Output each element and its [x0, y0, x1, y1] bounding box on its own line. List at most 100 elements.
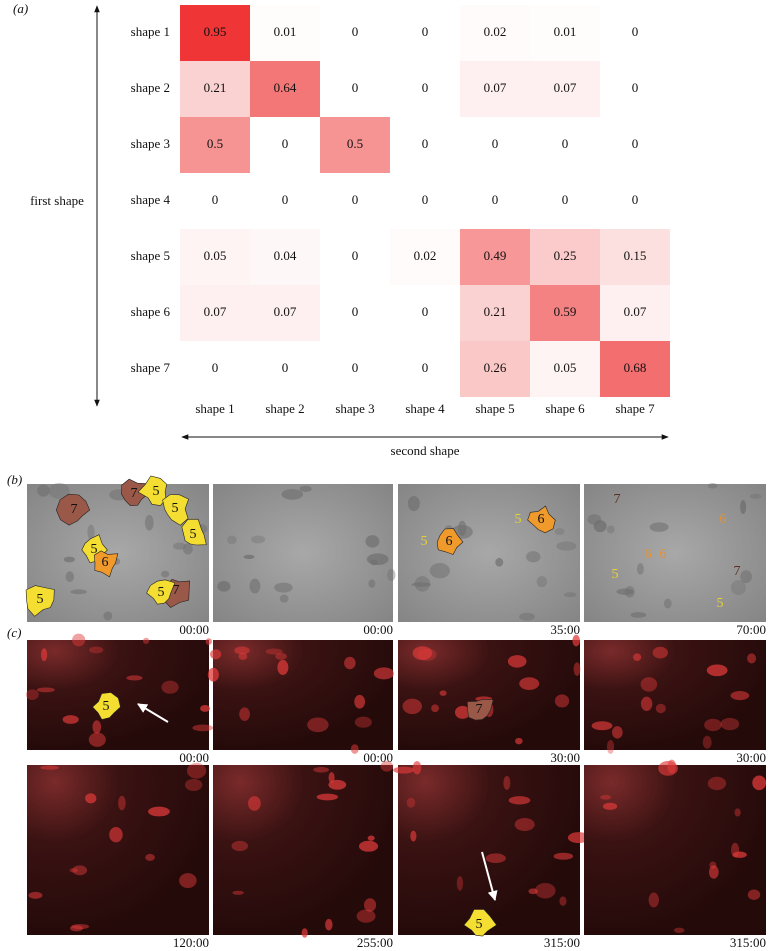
heat-cell: [600, 229, 670, 285]
cell-label: 0: [562, 136, 569, 151]
cell-texture: [227, 535, 237, 545]
micrograph: [27, 765, 209, 935]
cell-annotation: 5: [37, 592, 44, 607]
cell-texture: [200, 705, 211, 712]
cell-label: 0.5: [207, 136, 223, 151]
cell-texture: [417, 648, 437, 661]
cell-texture: [344, 656, 356, 670]
cell-texture: [356, 909, 376, 923]
cell-texture: [161, 680, 179, 694]
panel-label: (a): [13, 1, 28, 16]
cell-texture: [633, 653, 642, 661]
heat-cell: [460, 341, 530, 397]
cell-texture: [402, 698, 422, 715]
cell-texture: [210, 649, 222, 660]
cell-texture: [587, 514, 602, 525]
cell-texture: [183, 543, 193, 555]
cell-texture: [173, 542, 187, 550]
cell-label: 0: [422, 24, 429, 39]
cell-texture: [720, 717, 740, 731]
cell-annotation: 5: [172, 501, 179, 516]
cell-texture: [72, 633, 86, 647]
cell-texture: [553, 852, 574, 860]
cell-label: 0.01: [554, 24, 577, 39]
cell-outline: [146, 579, 176, 605]
cell-texture: [730, 691, 750, 701]
cell-texture: [573, 662, 581, 676]
cell-annotation: 5: [91, 542, 98, 557]
cell-texture: [393, 766, 415, 774]
cell-texture: [602, 802, 618, 810]
cell-texture: [186, 762, 207, 779]
x-tick-label: shape 1: [195, 401, 234, 416]
heat-cell: [250, 285, 320, 341]
cell-label: 0: [632, 24, 639, 39]
cell-texture: [28, 891, 43, 899]
y-tick-label: shape 4: [131, 192, 171, 207]
heat-cell: [600, 341, 670, 397]
cell-texture: [275, 652, 287, 660]
cell-texture: [747, 889, 761, 900]
cell-label: 0.21: [204, 80, 227, 95]
cell-annotation: 5: [153, 484, 160, 499]
y-tick-label: shape 7: [131, 360, 171, 375]
panel-label: (b): [7, 472, 22, 487]
x-tick-label: shape 7: [615, 401, 655, 416]
cell-texture: [411, 582, 431, 587]
cell-texture: [69, 925, 84, 932]
cell-texture: [652, 646, 668, 659]
cell-texture: [231, 840, 249, 852]
cell-outline: [93, 550, 119, 578]
heat-cell: [530, 285, 600, 341]
cell-texture: [103, 611, 113, 621]
cell-texture: [572, 634, 580, 647]
cell-label: 0.21: [484, 304, 507, 319]
cell-texture: [663, 598, 672, 609]
cell-texture: [277, 659, 289, 675]
cell-annotation: 7: [173, 583, 180, 598]
timestamp: 35:00: [550, 622, 580, 637]
cell-label: 0: [492, 136, 499, 151]
cell-texture: [707, 776, 727, 791]
heat-cell: [180, 229, 250, 285]
cell-texture: [387, 568, 396, 581]
heat-cell: [460, 61, 530, 117]
cell-label: 0: [352, 360, 359, 375]
cell-texture: [234, 646, 250, 655]
cell-label: 0: [352, 304, 359, 319]
cell-texture: [554, 694, 570, 708]
cell-annotation: 7: [476, 702, 483, 717]
cell-texture: [316, 793, 339, 801]
cell-texture: [36, 687, 55, 693]
cell-label: 0.07: [274, 304, 297, 319]
cell-outline: [162, 494, 189, 526]
cell-texture: [749, 493, 762, 499]
micrograph: [27, 640, 209, 750]
cell-label: 0: [492, 192, 499, 207]
cell-label: 0: [422, 136, 429, 151]
heat-cell: [180, 117, 250, 173]
cell-outline: [527, 505, 556, 534]
cell-texture: [740, 500, 747, 515]
heat-cell: [180, 5, 250, 61]
cell-texture: [508, 796, 531, 805]
cell-texture: [563, 592, 577, 598]
cell-outline: [181, 518, 207, 546]
y-tick-label: shape 2: [131, 80, 170, 95]
cell-texture: [65, 571, 75, 583]
cell-annotation: 6: [645, 547, 652, 562]
cell-texture: [358, 840, 379, 852]
heat-cell: [180, 61, 250, 117]
cell-texture: [611, 726, 623, 739]
cell-label: 0.05: [554, 360, 577, 375]
cell-label: 0: [632, 192, 639, 207]
cell-label: 0.59: [554, 304, 577, 319]
cell-annotation: 5: [103, 699, 110, 714]
cell-texture: [515, 737, 523, 745]
cell-texture: [265, 648, 283, 655]
cell-label: 0.15: [624, 248, 647, 263]
cell-texture: [591, 721, 613, 731]
cell-annotation: 7: [614, 492, 621, 507]
cell-texture: [630, 612, 647, 618]
cell-texture: [251, 535, 266, 544]
